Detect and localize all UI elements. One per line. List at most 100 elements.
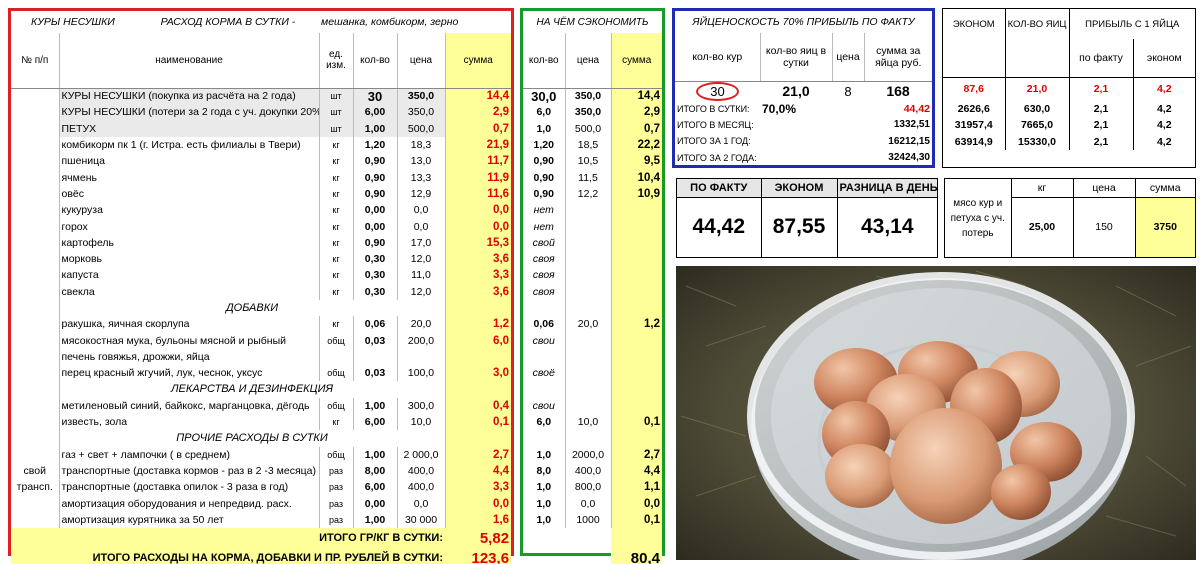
table-row: ячмень кг 0,90 13,3 11,9	[11, 169, 512, 186]
save-sum: 2,9	[610, 104, 662, 121]
econ-header-eggs: КОЛ-ВО ЯИЦ	[1005, 9, 1070, 78]
yield-values: 30 21,0 8 168	[675, 81, 932, 101]
econ-value: 2626,6	[943, 101, 1006, 118]
yield-table: ЯЙЦЕНОСКОСТЬ 70% ПРИБЫЛЬ ПО ФАКТУ кол-во…	[675, 11, 932, 166]
section-row: ПРОЧИЕ РАСХОДЫ В СУТКИ	[11, 430, 512, 447]
save-qty: 6,0	[536, 106, 552, 119]
header-sum: сумма	[444, 33, 512, 89]
row-price: 500,0	[396, 120, 445, 137]
row-unit: раз	[318, 462, 353, 480]
row-sum: 3,6	[444, 250, 512, 268]
save-qty	[523, 300, 565, 316]
savings-table: НА ЧЁМ СЭКОНОМИТЬ кол-во цена сумма 30,0…	[520, 8, 665, 564]
table-row: перец красный жгучий, лук, чеснок, укcус…	[11, 365, 512, 382]
row-name: транспортные (доставка опилок - 3 раза в…	[58, 479, 319, 496]
econ-eco: 4,2	[1156, 83, 1172, 96]
econ-value: 31957,4	[943, 117, 1006, 134]
save-row: нет	[523, 218, 662, 235]
row-num	[11, 153, 59, 169]
row-qty: 6,00	[352, 413, 397, 431]
row-qty: 0,03	[352, 332, 397, 349]
feed-cost-table: КУРЫ НЕСУШКИ РАСХОД КОРМА В СУТКИ - меша…	[8, 8, 514, 564]
save-qty: 1,0	[536, 497, 552, 510]
save-price	[564, 365, 611, 382]
column-headers: № п/п наименование ед. изм. кол-во цена …	[11, 33, 512, 89]
save-row: 30,0 350,0 14,4	[523, 88, 662, 105]
row-price: 17,0	[396, 234, 445, 251]
row-qty: 1,00	[352, 446, 397, 463]
yield-day-value: 44,42	[903, 102, 930, 115]
row-name: печень говяжья, дрожжи, яйца	[58, 348, 319, 366]
econ-fact: 2,1	[1069, 101, 1134, 118]
save-row: 1,0 0,0 0,0	[523, 495, 662, 512]
save-qty: 30,0	[531, 88, 557, 104]
row-name: капуста	[58, 267, 319, 284]
table-row: пшеница кг 0,90 13,0 11,7	[11, 153, 512, 170]
yield-header-price: цена	[831, 33, 864, 82]
row-unit: раз	[318, 479, 353, 496]
main-table: КУРЫ НЕСУШКИ РАСХОД КОРМА В СУТКИ - меша…	[11, 11, 512, 564]
save-price	[564, 202, 611, 219]
title-right: РАСХОД КОРМА В СУТКИ -	[160, 16, 296, 28]
row-sum: 6,0	[444, 332, 512, 349]
meat-table: мясо кур и петуха с уч. потерь кг цена с…	[945, 179, 1195, 257]
row-name: КУРЫ НЕСУШКИ (потери за 2 года с уч. док…	[58, 104, 319, 121]
row-sum: 0,0	[444, 218, 512, 235]
row-qty: 0,30	[352, 283, 397, 300]
econ-row: 87,6 21,0 2,1 4,2	[943, 77, 1195, 101]
yield-price: 8	[844, 83, 852, 99]
econ-row: 31957,4 7665,0 2,1 4,2	[943, 117, 1195, 134]
table-row: горох кг 0,00 0,0 0,0	[11, 218, 512, 235]
row-qty: 0,03	[352, 365, 397, 382]
save-sum	[610, 283, 662, 300]
row-num	[11, 121, 59, 137]
row-qty: 1,00	[352, 397, 397, 414]
save-qty: своя	[532, 253, 555, 266]
save-row: 8,0 400,0 4,4	[523, 462, 662, 480]
table-row: комбикорм пк 1 (г. Истра. есть филиалы в…	[11, 136, 512, 154]
save-sum	[610, 267, 662, 284]
row-unit: кг	[318, 283, 353, 300]
row-price: 300,0	[396, 397, 445, 414]
row-sum: 3,3	[444, 267, 512, 284]
row-name: пшеница	[58, 153, 319, 170]
save-row: 1,20 18,5 22,2	[523, 136, 662, 154]
row-num	[11, 251, 59, 267]
meat-header-row: мясо кур и петуха с уч. потерь кг цена с…	[945, 179, 1195, 257]
section-row: ЛЕКАРСТВА И ДЕЗИНФЕКЦИЯ	[11, 381, 512, 398]
yield-title-row: ЯЙЦЕНОСКОСТЬ 70% ПРИБЫЛЬ ПО ФАКТУ	[675, 11, 932, 33]
header-price: цена	[396, 33, 445, 89]
row-unit: кг	[318, 234, 353, 251]
meat-header-kg: кг	[1011, 179, 1074, 198]
yield-two-value: 32424,30	[888, 152, 930, 164]
yield-month-label: ИТОГО В МЕСЯЦ:	[677, 119, 754, 130]
save-sum	[610, 332, 662, 349]
save-price: 12,2	[564, 185, 611, 203]
save-price: 2000,0	[564, 446, 611, 463]
save-sum: 14,4	[610, 88, 662, 105]
meat-value-row: 25,00 150 3750	[945, 197, 1195, 257]
row-sum: 1,2	[444, 316, 512, 333]
row-name: транспортные (доставка кормов - раз в 2 …	[58, 462, 319, 480]
row-num	[11, 332, 59, 348]
section-title: ДОБАВКИ	[58, 299, 445, 317]
save-sum: 0,1	[610, 413, 662, 431]
row-num	[11, 495, 59, 511]
save-qty: 0,90	[533, 171, 554, 184]
save-price	[564, 348, 611, 366]
row-unit: кг	[318, 316, 353, 333]
econ-value: 63914,9	[943, 133, 1006, 150]
section-title: ЛЕКАРСТВА И ДЕЗИНФЕКЦИЯ	[58, 381, 445, 398]
row-num	[11, 447, 59, 463]
row-name: известь, зола	[58, 413, 319, 431]
row-unit: кг	[318, 267, 353, 284]
econ-header-econ: ЭКОНОМ	[943, 9, 1006, 78]
save-sum	[610, 430, 662, 447]
save-price: 20,0	[564, 316, 611, 333]
row-qty: 0,90	[352, 169, 397, 186]
save-price	[564, 234, 611, 251]
row-price: 0,0	[396, 202, 445, 219]
fact-table: ПО ФАКТУ ЭКОНОМ РАЗНИЦА В ДЕНЬ 44,42 87,…	[677, 179, 937, 257]
row-qty: 1,00	[352, 120, 397, 137]
fact-header-econ: ЭКОНОМ	[761, 179, 838, 198]
